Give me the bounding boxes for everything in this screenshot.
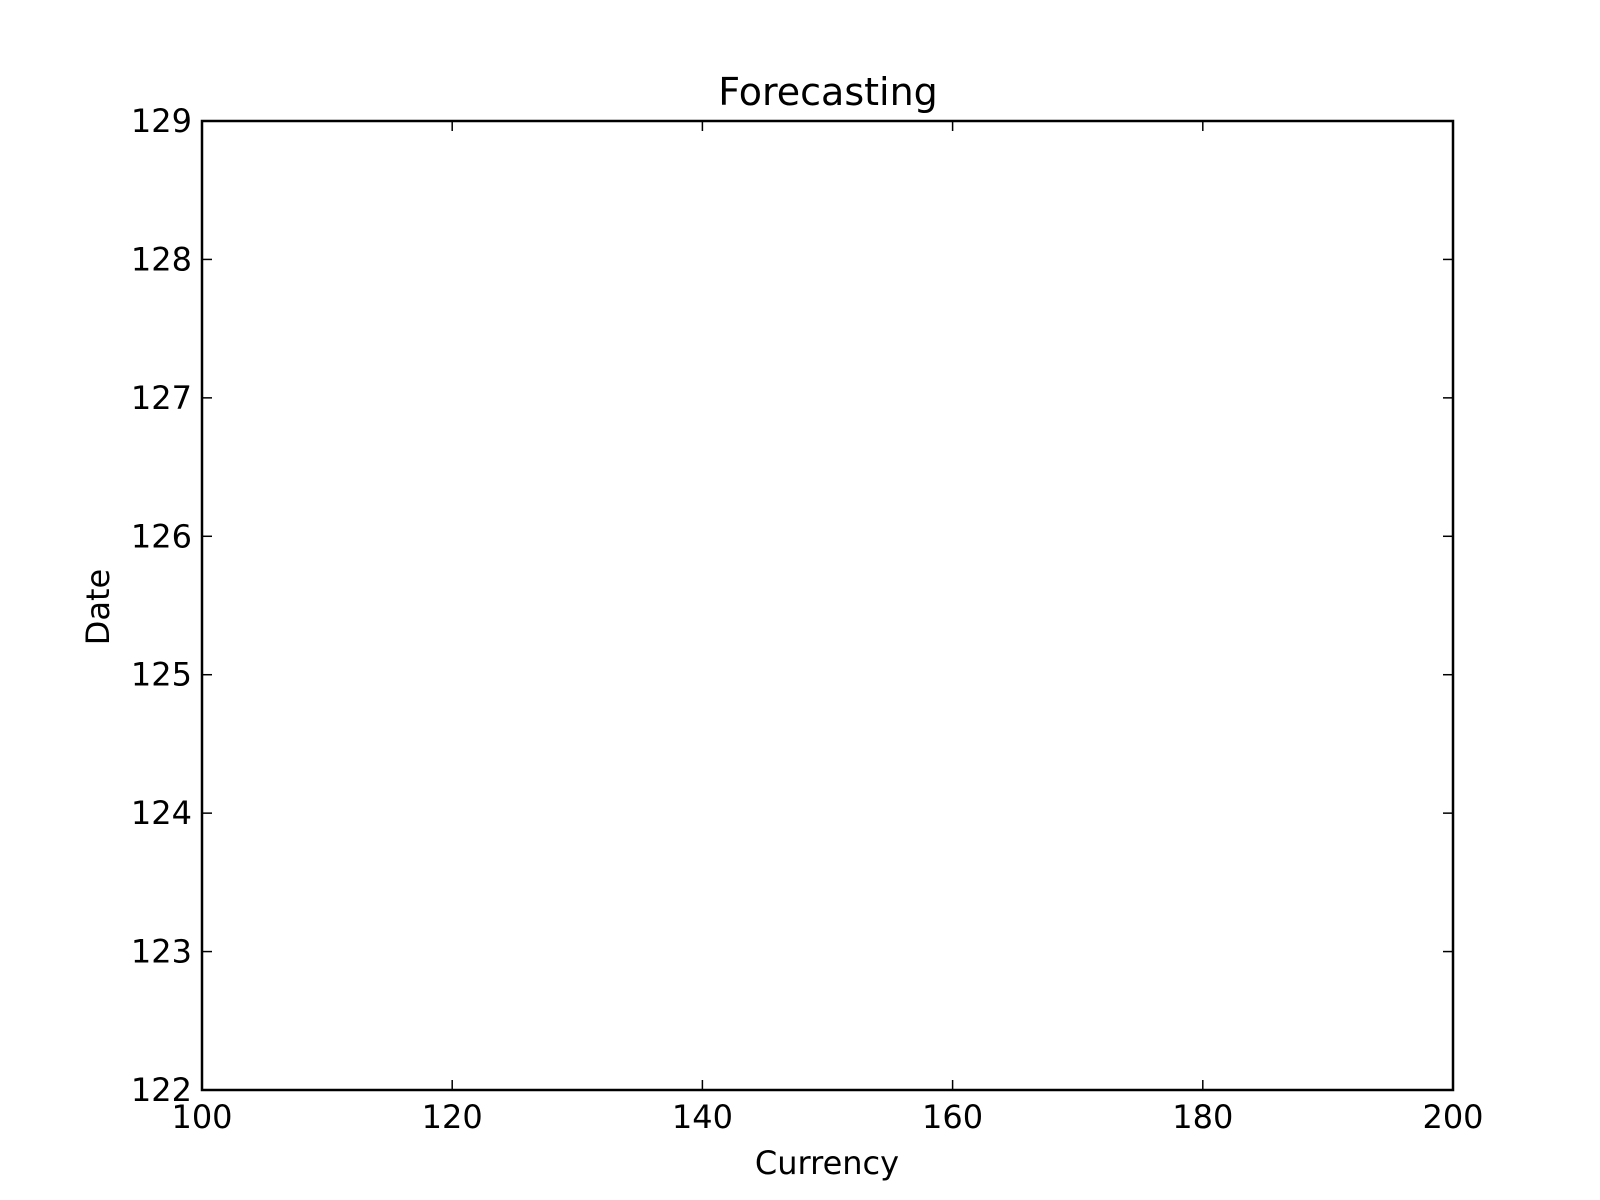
x-tick-label: 120: [422, 1098, 483, 1136]
x-tick-label: 100: [171, 1098, 232, 1136]
y-axis: 122 123 124 125 126 127 128 129: [131, 102, 1453, 1109]
plot-frame: [200, 119, 1455, 1092]
x-tick-label: 140: [672, 1098, 733, 1136]
y-axis-label: Date: [79, 569, 117, 645]
y-tick-label: 123: [131, 933, 192, 971]
y-tick-label: 129: [131, 102, 192, 140]
x-axis: 100 120 140 160 180 200: [171, 121, 1484, 1136]
x-tick-label: 160: [922, 1098, 983, 1136]
y-tick-label: 127: [131, 379, 192, 417]
y-tick-label: 125: [131, 656, 192, 694]
y-tick-label: 126: [131, 517, 192, 555]
y-tick-label: 124: [131, 794, 192, 832]
y-tick-label: 122: [131, 1071, 192, 1109]
chart-title: Forecasting: [718, 70, 938, 114]
x-tick-label: 200: [1422, 1098, 1483, 1136]
x-axis-label: Currency: [755, 1144, 899, 1182]
y-tick-label: 128: [131, 240, 192, 278]
x-tick-label: 180: [1172, 1098, 1233, 1136]
